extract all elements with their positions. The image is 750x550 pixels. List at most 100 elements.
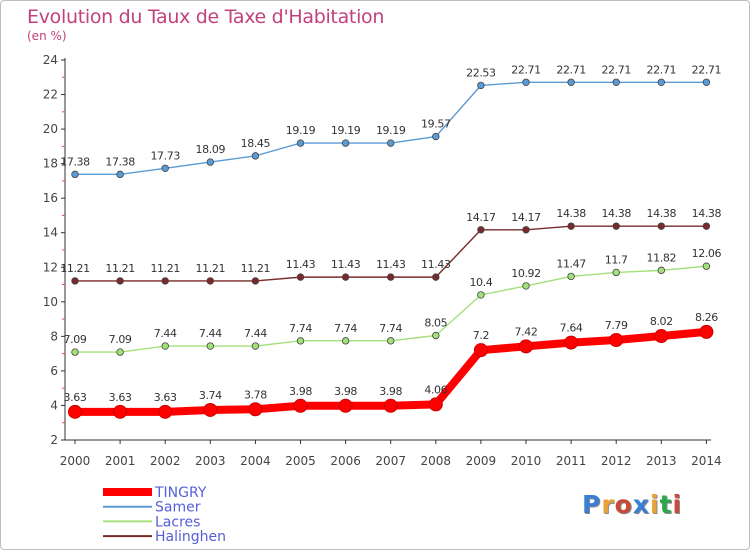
data-label-lacres: 12.06	[692, 247, 722, 260]
data-label-samer: 17.38	[105, 155, 135, 168]
x-tick-label: 2010	[511, 454, 542, 468]
data-label-samer: 18.09	[196, 143, 226, 156]
data-label-lacres: 7.44	[199, 327, 222, 340]
data-point-lacres	[522, 282, 530, 290]
data-label-tingry: 3.63	[154, 391, 177, 404]
data-label-samer: 19.19	[376, 124, 406, 137]
data-label-tingry: 3.63	[64, 391, 87, 404]
logo-letter: x	[632, 490, 650, 519]
data-point-tingry	[158, 404, 173, 419]
data-label-samer: 22.71	[692, 63, 722, 76]
logo-letter: P	[582, 490, 602, 519]
data-point-tingry	[68, 404, 82, 419]
logo-letter: o	[614, 490, 633, 519]
x-tick-label: 2002	[150, 454, 181, 468]
data-label-samer: 22.71	[647, 63, 677, 76]
data-label-tingry: 3.74	[199, 389, 222, 402]
chart-title: Evolution du Taux de Taxe d'Habitation	[27, 6, 385, 28]
logo-letter: i	[672, 490, 683, 519]
x-tick-label: 2000	[60, 454, 91, 468]
data-point-tingry	[203, 402, 218, 417]
legend-label-samer: Samer	[155, 500, 201, 516]
data-point-tingry	[473, 343, 488, 358]
data-point-halinghen	[567, 222, 575, 230]
x-tick-label: 2001	[105, 454, 136, 468]
data-point-samer	[206, 158, 214, 166]
data-label-tingry: 7.2	[473, 329, 489, 342]
data-point-samer	[477, 81, 485, 90]
logo-letter: t	[659, 490, 673, 519]
data-point-samer	[161, 164, 169, 172]
data-label-tingry: 3.98	[334, 385, 357, 398]
data-label-lacres: 7.74	[334, 322, 357, 335]
data-point-samer	[432, 132, 440, 141]
data-point-lacres	[71, 348, 79, 356]
logo-letter: i	[650, 490, 660, 519]
data-point-halinghen	[296, 273, 305, 281]
data-point-halinghen	[612, 222, 620, 230]
data-label-samer: 19.19	[331, 124, 361, 137]
x-tick-label: 2004	[240, 454, 271, 468]
data-point-lacres	[296, 337, 305, 345]
data-label-tingry: 4.06	[424, 383, 447, 396]
data-label-samer: 17.38	[60, 155, 90, 168]
data-point-tingry	[338, 398, 353, 413]
data-label-lacres: 7.09	[109, 333, 132, 346]
y-tick-label: 8	[50, 329, 58, 343]
data-point-samer	[612, 78, 620, 86]
data-label-lacres: 11.82	[647, 251, 677, 264]
data-point-lacres	[206, 342, 214, 350]
data-label-halinghen: 14.38	[601, 207, 631, 220]
data-label-tingry: 3.63	[109, 391, 132, 404]
data-label-tingry: 7.42	[515, 325, 538, 338]
data-point-lacres	[657, 266, 665, 275]
legend-label-halinghen: Halinghen	[155, 529, 226, 545]
data-point-samer	[387, 139, 395, 147]
data-label-halinghen: 11.21	[60, 262, 90, 275]
x-tick-label: 2012	[601, 454, 632, 468]
data-point-halinghen	[477, 226, 485, 234]
data-label-halinghen: 11.21	[196, 262, 226, 275]
data-label-halinghen: 11.43	[421, 258, 451, 271]
data-label-halinghen: 14.38	[647, 207, 677, 220]
data-label-lacres: 8.05	[424, 317, 447, 330]
data-point-samer	[567, 78, 575, 86]
data-point-tingry	[383, 398, 398, 413]
data-point-halinghen	[432, 273, 440, 281]
x-tick-label: 2003	[195, 454, 226, 468]
data-label-samer: 19.57	[421, 118, 451, 131]
data-label-tingry: 8.26	[695, 311, 718, 324]
data-label-halinghen: 11.21	[150, 262, 180, 275]
data-point-halinghen	[161, 277, 169, 285]
data-point-halinghen	[657, 222, 665, 230]
data-label-samer: 22.71	[556, 63, 586, 76]
data-label-samer: 22.53	[466, 66, 496, 79]
data-point-halinghen	[522, 226, 530, 234]
y-tick-label: 18	[43, 157, 58, 171]
data-point-tingry	[609, 332, 624, 347]
data-point-tingry	[564, 335, 579, 350]
data-point-halinghen	[341, 273, 350, 281]
y-tick-label: 14	[43, 226, 58, 240]
legend-label-lacres: Lacres	[155, 514, 200, 530]
data-point-samer	[251, 152, 260, 160]
data-label-halinghen: 14.17	[466, 211, 496, 224]
data-point-tingry	[654, 329, 669, 344]
data-label-lacres: 7.74	[379, 322, 402, 335]
data-label-halinghen: 11.21	[241, 262, 271, 275]
data-label-samer: 18.45	[241, 137, 271, 150]
x-tick-label: 2014	[691, 454, 722, 468]
data-label-lacres: 7.74	[289, 322, 312, 335]
data-point-lacres	[341, 337, 350, 345]
data-point-lacres	[387, 337, 395, 345]
series-samer: 17.38 17.38 17.73 18.09 18.45 19.19 19.19 19.19…	[60, 63, 722, 179]
data-point-lacres	[161, 342, 169, 350]
y-tick-label: 16	[43, 191, 58, 205]
data-label-tingry: 3.78	[244, 388, 267, 401]
y-axis-unit: (en %)	[27, 29, 67, 43]
x-tick-label: 2013	[646, 454, 677, 468]
x-tick-label: 2011	[556, 454, 587, 468]
y-tick-label: 24	[43, 53, 58, 67]
